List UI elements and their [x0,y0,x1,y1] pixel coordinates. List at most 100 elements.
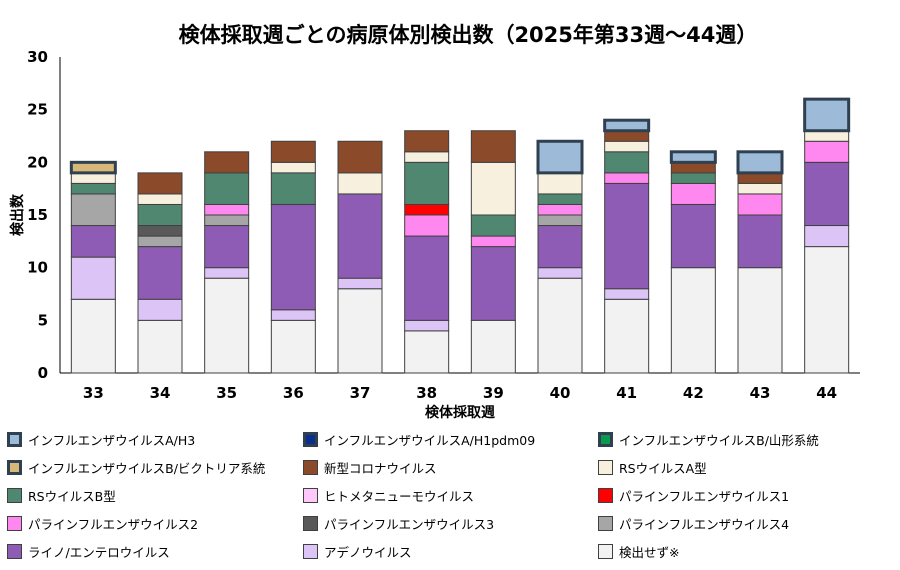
bar-segment [70,256,116,300]
bar-stack-week-41 [603,118,651,374]
bar-segment [204,172,250,205]
bar-segment [537,203,583,216]
bar-segment [604,140,650,153]
legend-swatch [7,515,22,531]
bar-segment [404,161,450,205]
x-tick-label: 41 [616,384,637,402]
bar-segment [670,172,716,184]
legend-swatch [303,487,318,503]
bar-segment [337,193,383,279]
bar-segment [70,298,116,374]
bar-segment [537,225,583,269]
legend-item: インフルエンザウイルスA/H1pdm09 [303,427,535,451]
bar-segment [137,172,183,195]
bar-stack-week-44 [803,97,851,374]
bar-segment [670,182,716,205]
bar-segment [737,193,783,216]
bar-stack-week-37 [337,140,383,374]
x-tick-label: 38 [416,384,437,402]
bar-stack-week-38 [404,130,450,374]
x-tick-label: 37 [350,384,371,402]
legend-swatch [598,459,613,475]
legend-item: パラインフルエンザウイルス3 [303,511,494,535]
x-tick-label: 33 [83,384,104,402]
legend-item: アデノウイルス [303,539,412,563]
bar-segment [604,288,650,300]
y-tick-label: 20 [27,153,48,171]
legend-label: 新型コロナウイルス [324,460,437,476]
legend-item: RSウイルスB型 [7,483,116,507]
stacked-bar-chart: 検体採取週ごとの病原体別検出数（2025年第33週～44週） 検出数 検体採取週… [9,23,860,421]
x-tick-label: 35 [216,384,237,402]
x-tick-label: 42 [683,384,704,402]
bar-segment [470,214,516,237]
bar-segment [404,130,450,153]
bar-stack-week-42 [669,150,717,374]
legend-swatch [7,459,22,475]
legend-swatch [303,431,318,447]
bar-segment [404,203,450,216]
bar-segment [470,130,516,163]
bar-segment [204,225,250,269]
legend-label: インフルエンザウイルスB/山形系統 [619,432,819,448]
legend-label: ヒトメタニューモウイルス [324,488,475,504]
bar-segment [804,130,850,142]
bar-segment [270,140,316,163]
bar-segment [537,277,583,374]
bar-segment [604,130,650,142]
bar-segment [270,319,316,374]
bar-segment [70,225,116,258]
bar-segment [670,267,716,374]
bar-segment [204,277,250,374]
bar-stack-week-40 [536,139,584,374]
bar-segment [137,298,183,321]
x-tick-label: 39 [483,384,504,402]
legend-label: パラインフルエンザウイルス1 [619,488,790,504]
bar-segment [737,267,783,374]
bar-stack-week-35 [204,151,250,374]
bar-segment [803,97,851,133]
legend-item: 新型コロナウイルス [303,455,437,479]
legend-swatch [598,487,613,503]
axis-ticks: 0 5 10 15 20 25 30 33 34 35 36 37 38 39 40 41 42 43 44 [27,48,837,402]
bar-segment [137,319,183,374]
x-tick-label: 40 [550,384,571,402]
bar-segment [804,161,850,227]
bar-segment [70,182,116,195]
legend-swatch [598,543,613,559]
legend-label: ライノ/エンテロウイルス [28,544,170,560]
bar-segment [604,182,650,290]
legend-label: インフルエンザウイルスA/H1pdm09 [324,432,536,448]
legend-label: パラインフルエンザウイルス2 [28,516,199,532]
bar-stack-week-33 [69,160,117,374]
legend-swatch [7,543,22,559]
legend-label: パラインフルエンザウイルス3 [324,516,495,532]
legend-label: インフルエンザウイルスB/ビクトリア系統 [28,460,266,476]
bar-stack-week-36 [270,140,316,374]
bar-segment [804,246,850,374]
x-tick-label: 34 [150,384,171,402]
bar-segment [470,235,516,248]
bar-segment [736,150,784,175]
y-tick-label: 25 [27,101,48,119]
y-axis-label: 検出数 [9,193,26,236]
bar-segment [737,182,783,195]
bar-stacks [69,97,851,374]
y-tick-label: 15 [27,206,48,224]
bar-segment [270,172,316,205]
y-tick-label: 30 [27,48,48,66]
legend-label: 検出せず※ [619,544,680,560]
x-axis-label: 検体採取週 [425,404,495,421]
bar-segment [337,140,383,174]
legend-item: ライノ/エンテロウイルス [7,539,170,563]
bar-segment [137,193,183,205]
bar-segment [270,309,316,321]
bar-segment [337,277,383,290]
legend-swatch [7,487,22,503]
legend-label: パラインフルエンザウイルス4 [619,516,790,532]
legend-swatch [303,515,318,531]
bar-segment [537,172,583,195]
legend-item: インフルエンザウイルスB/山形系統 [598,427,819,451]
bar-segment [137,225,183,237]
bar-segment [670,203,716,269]
